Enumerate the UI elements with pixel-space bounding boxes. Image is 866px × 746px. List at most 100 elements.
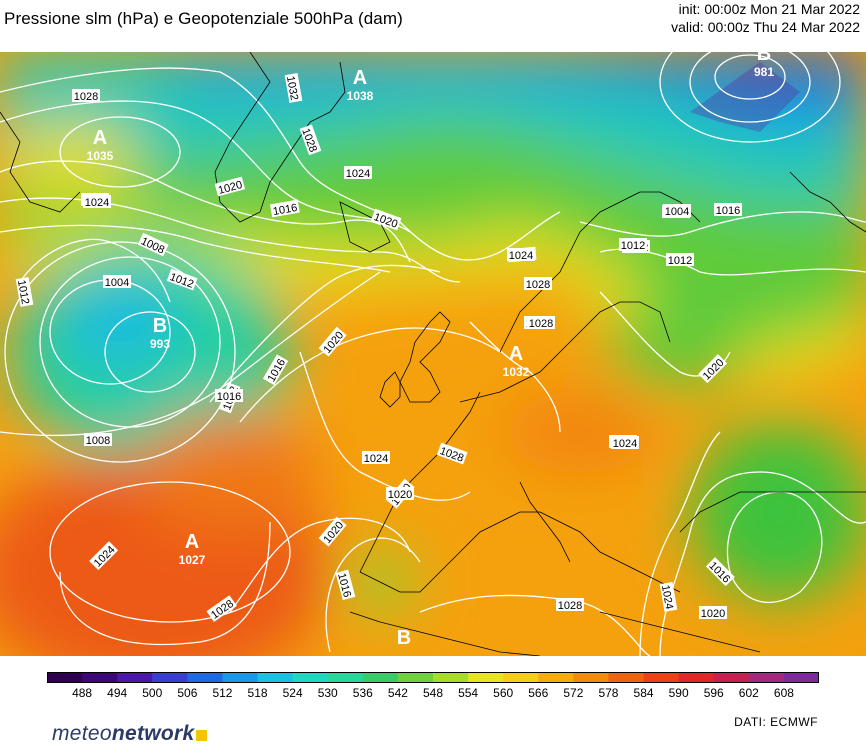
colorbar-swatch (327, 672, 364, 683)
pressure-center-value: 993 (150, 337, 170, 351)
isobar-label: 1028 (527, 316, 555, 330)
svg-text:1016: 1016 (272, 202, 298, 218)
pressure-center-value: 1032 (503, 365, 530, 379)
pressure-center-letter: A (93, 127, 107, 149)
colorbar-label: 578 (598, 686, 619, 700)
isobar-label: 1016 (269, 199, 300, 218)
colorbar-label: 518 (247, 686, 268, 700)
colorbar-label: 590 (668, 686, 689, 700)
svg-text:1012: 1012 (15, 279, 31, 305)
svg-text:1004: 1004 (105, 277, 129, 289)
brand-light: meteo (52, 722, 112, 745)
svg-text:1008: 1008 (86, 435, 110, 447)
brand-bold: network (111, 722, 195, 745)
pressure-center-letter: B (397, 627, 411, 649)
colorbar-swatch (222, 672, 259, 683)
pressure-center-letter: B (153, 315, 167, 337)
isobar-label: 1028 (556, 598, 584, 612)
colorbar-swatch (643, 672, 680, 683)
colorbar-label: 530 (317, 686, 338, 700)
svg-text:1020: 1020 (388, 489, 412, 501)
isobar-label: 1028 (524, 277, 552, 291)
colorbar-swatch (573, 672, 610, 683)
svg-text:1024: 1024 (364, 453, 388, 465)
colorbar-label: 554 (458, 686, 479, 700)
init-time: init: 00:00z Mon 21 Mar 2022 (678, 1, 860, 17)
colorbar-swatch (152, 672, 188, 683)
colorbar-swatch (713, 672, 750, 683)
isobar-label: 1012 (15, 276, 34, 307)
isobar-label: 1020 (699, 606, 727, 620)
isobar-label: 1016 (714, 203, 742, 217)
isobar-label: 1028 (72, 89, 100, 103)
isobar-label: 1024 (83, 195, 111, 209)
pressure-center-letter: A (509, 343, 523, 365)
colorbar-swatch (468, 672, 504, 683)
isobar-label: 1004 (103, 275, 131, 289)
colorbar (47, 672, 819, 683)
colorbar-label: 494 (107, 686, 128, 700)
pressure-center-letter: B (757, 52, 771, 65)
colorbar-swatch (257, 672, 294, 683)
colorbar-label: 608 (773, 686, 794, 700)
colorbar-swatch (678, 672, 715, 683)
svg-text:1024: 1024 (509, 250, 533, 262)
pressure-center-value: 1027 (179, 553, 206, 567)
svg-text:1004: 1004 (665, 206, 689, 218)
isobar-label: 1024 (344, 166, 372, 180)
colorbar-swatch (362, 672, 399, 683)
colorbar-swatch (187, 672, 224, 683)
colorbar-swatch (608, 672, 645, 683)
coastlines (0, 52, 866, 656)
isobar-label: 1024 (659, 581, 678, 612)
colorbar-label: 542 (387, 686, 408, 700)
colorbar-label: 488 (72, 686, 93, 700)
colorbar-label: 512 (212, 686, 233, 700)
pressure-center-value: 1038 (347, 89, 374, 103)
isobar-label: 1012 (666, 253, 694, 267)
colorbar-label: 560 (493, 686, 514, 700)
svg-text:1032: 1032 (284, 75, 300, 101)
valid-time: valid: 00:00z Thu 24 Mar 2022 (671, 19, 860, 35)
svg-text:1020: 1020 (701, 608, 725, 620)
run-info: init: 00:00z Mon 21 Mar 2022 valid: 00:0… (671, 0, 860, 36)
svg-text:1012: 1012 (668, 255, 692, 267)
svg-text:1016: 1016 (716, 205, 740, 217)
colorbar-swatch (433, 672, 469, 683)
pressure-center-value: 1035 (87, 149, 114, 163)
svg-text:1024: 1024 (659, 584, 675, 610)
colorbar-swatch (783, 672, 819, 683)
data-credit: DATI: ECMWF (734, 715, 818, 729)
svg-text:1028: 1028 (558, 600, 582, 612)
isobar-label: 1024 (611, 436, 639, 450)
page-title: Pressione slm (hPa) e Geopotenziale 500h… (4, 9, 403, 28)
svg-text:1024: 1024 (346, 168, 370, 180)
colorbar-swatch (117, 672, 153, 683)
colorbar-label: 506 (177, 686, 198, 700)
colorbar-swatch (748, 672, 785, 683)
isobar-label: 1032 (284, 72, 303, 103)
colorbar-swatch (292, 672, 329, 683)
svg-text:1012: 1012 (621, 240, 645, 252)
isobar-label: 1016 (215, 389, 243, 403)
svg-text:1028: 1028 (526, 279, 550, 291)
brand-square-icon (195, 730, 207, 741)
colorbar-swatch (397, 672, 434, 683)
colorbar-label: 572 (563, 686, 584, 700)
svg-text:1028: 1028 (529, 318, 553, 330)
isobar-label: 1008 (84, 433, 112, 447)
svg-text:1024: 1024 (613, 438, 637, 450)
svg-text:1024: 1024 (85, 197, 109, 209)
pressure-center-letter: A (185, 531, 199, 553)
isobar-label: 1020 (386, 487, 414, 501)
colorbar-labels: 488 494 500 506 512 518 524 530 536 542 548 554 560 5… (47, 686, 819, 702)
colorbar-label: 602 (738, 686, 759, 700)
svg-text:1016: 1016 (217, 391, 241, 403)
isobar-label: 1004 (663, 204, 691, 218)
pressure-center-letter: A (353, 67, 367, 89)
colorbar-label: 500 (142, 686, 163, 700)
pressure-center-value: 981 (754, 65, 774, 79)
colorbar-label: 548 (422, 686, 444, 700)
